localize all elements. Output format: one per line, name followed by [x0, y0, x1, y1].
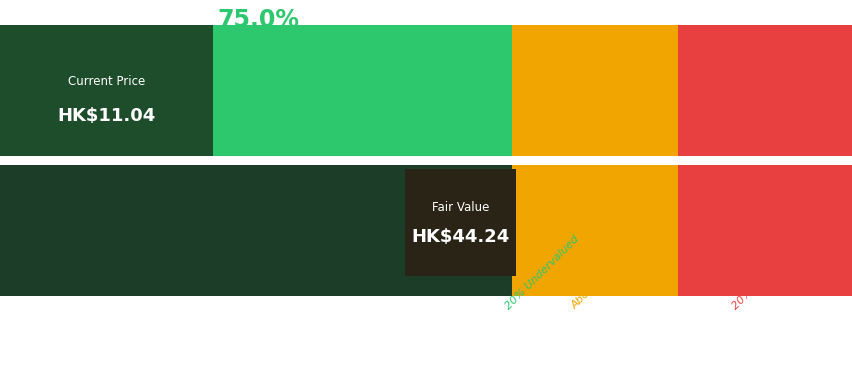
Bar — [511, 25, 677, 42]
Text: 20% Undervalued: 20% Undervalued — [503, 233, 580, 311]
Bar — [0, 25, 213, 42]
Bar — [511, 42, 677, 156]
Bar — [511, 279, 677, 296]
Bar — [0, 165, 511, 279]
Text: About Right: About Right — [569, 258, 623, 311]
Text: Undervalued: Undervalued — [217, 49, 306, 63]
Bar — [0, 42, 511, 156]
Bar — [0, 279, 511, 296]
Text: HK$44.24: HK$44.24 — [411, 228, 509, 247]
Bar — [677, 25, 852, 42]
Text: Current Price: Current Price — [67, 75, 145, 88]
Bar — [0, 42, 213, 156]
Text: HK$11.04: HK$11.04 — [57, 107, 155, 125]
Bar — [511, 165, 677, 279]
Bar — [0, 165, 511, 279]
Text: 20% Overvalued: 20% Overvalued — [729, 238, 803, 311]
Bar — [0, 25, 511, 42]
Text: Fair Value: Fair Value — [431, 201, 489, 214]
Bar — [677, 165, 852, 279]
Text: 75.0%: 75.0% — [217, 8, 299, 32]
Bar — [0, 279, 511, 296]
Bar — [677, 42, 852, 156]
Bar — [405, 169, 515, 276]
Bar — [677, 279, 852, 296]
